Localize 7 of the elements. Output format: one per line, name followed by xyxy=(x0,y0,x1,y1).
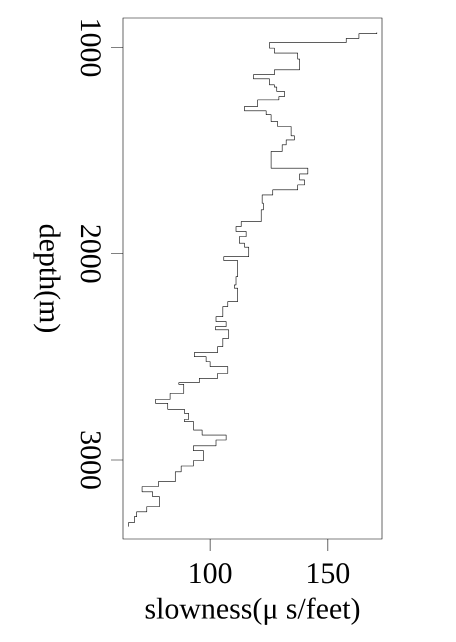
y-tick-label: 1000 xyxy=(80,20,101,76)
y-tick-label: 3000 xyxy=(80,432,101,489)
y-tick-label: 2000 xyxy=(80,225,101,283)
x-tick-label: 100 xyxy=(190,563,232,584)
y-axis-title: depth(m) xyxy=(33,224,61,332)
x-tick-label: 150 xyxy=(308,563,350,584)
x-axis-title: slowness(μ s/feet) xyxy=(146,597,360,625)
